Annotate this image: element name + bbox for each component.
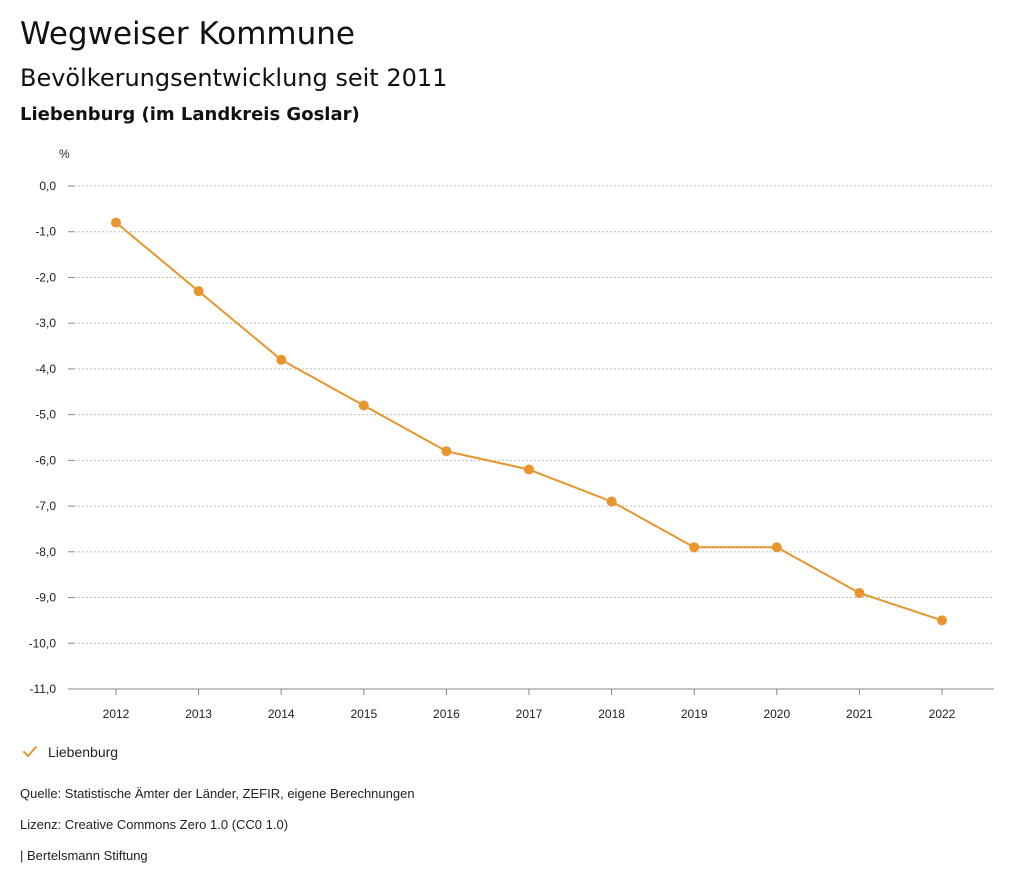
y-tick-label: -8,0 — [35, 545, 56, 559]
gridlines — [74, 185, 994, 690]
y-tick-label: -10,0 — [29, 636, 57, 650]
y-tick-label: -11,0 — [30, 682, 57, 696]
y-axis-unit: % — [59, 147, 70, 161]
x-axis-ticks: 2012 2013 2014 2015 2016 2017 2018 2019 2020 2021… — [103, 689, 956, 721]
y-tick-label: -9,0 — [35, 591, 56, 605]
data-point[interactable] — [606, 496, 617, 507]
series-group — [111, 217, 947, 626]
y-tick-label: -6,0 — [35, 453, 56, 467]
check-icon — [23, 746, 37, 757]
data-point[interactable] — [441, 446, 452, 457]
x-tick-label: 2018 — [598, 707, 625, 721]
data-point[interactable] — [111, 217, 121, 228]
license-note: Lizenz: Creative Commons Zero 1.0 (CC0 1… — [20, 817, 289, 832]
data-point[interactable] — [524, 464, 534, 475]
x-tick-label: 2012 — [103, 707, 130, 721]
x-tick-label: 2020 — [763, 707, 790, 721]
x-tick-label: 2015 — [350, 707, 377, 721]
data-point[interactable] — [358, 400, 369, 411]
data-point[interactable] — [937, 615, 947, 626]
source-note: Quelle: Statistische Ämter der Länder, Z… — [20, 786, 415, 801]
chart-title: Wegweiser Kommune — [20, 16, 355, 52]
line-chart: % 0,0 -1,0 -2,0 -3,0 -4,0 -5,0 -6,0 -7,0 -8,0 -9,… — [29, 147, 994, 721]
legend-item-liebenburg[interactable]: Liebenburg — [22, 744, 118, 760]
x-tick-label: 2021 — [846, 707, 873, 721]
data-point[interactable] — [276, 354, 287, 365]
series-line — [115, 221, 943, 622]
data-point[interactable] — [771, 542, 782, 553]
y-tick-label: -5,0 — [35, 408, 56, 422]
publisher-note: | Bertelsmann Stiftung — [20, 848, 148, 863]
municipality-label: Liebenburg (im Landkreis Goslar) — [20, 104, 360, 125]
x-tick-label: 2017 — [516, 707, 543, 721]
y-tick-label: -7,0 — [35, 499, 56, 513]
data-point[interactable] — [854, 587, 865, 598]
y-tick-label: -4,0 — [35, 362, 56, 376]
y-tick-label: -2,0 — [35, 270, 56, 284]
y-tick-label: -1,0 — [35, 225, 56, 239]
y-tick-label: 0,0 — [39, 179, 56, 193]
x-tick-label: 2016 — [433, 707, 460, 721]
data-point[interactable] — [689, 542, 700, 553]
data-point[interactable] — [193, 286, 204, 297]
x-tick-label: 2014 — [268, 707, 295, 721]
y-axis-ticks: 0,0 -1,0 -2,0 -3,0 -4,0 -5,0 -6,0 -7,0 -8,0 -9,0 -… — [29, 179, 74, 696]
x-tick-label: 2022 — [929, 707, 956, 721]
legend-label: Liebenburg — [48, 744, 119, 760]
y-tick-label: -3,0 — [35, 316, 56, 330]
x-tick-label: 2019 — [681, 707, 708, 721]
x-tick-label: 2013 — [185, 707, 212, 721]
chart-subtitle: Bevölkerungsentwicklung seit 2011 — [20, 64, 448, 92]
